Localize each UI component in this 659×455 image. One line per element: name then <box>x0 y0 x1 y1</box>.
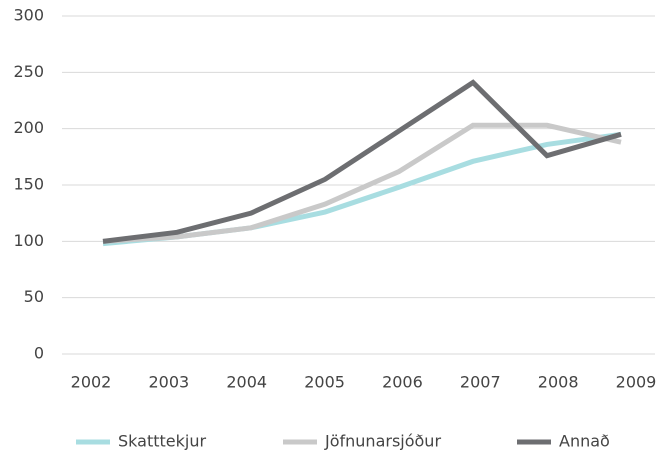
x-tick-label: 2003 <box>148 373 189 392</box>
y-tick-label: 50 <box>24 287 44 306</box>
x-tick-label: 2002 <box>71 373 112 392</box>
x-tick-label: 2004 <box>226 373 267 392</box>
y-tick-label: 0 <box>34 344 44 363</box>
y-tick-label: 100 <box>13 231 44 250</box>
series-line <box>102 79 622 244</box>
x-tick-label: 2007 <box>460 373 501 392</box>
series-line <box>102 122 622 244</box>
x-tick-label: 2009 <box>616 373 657 392</box>
y-tick-label: 250 <box>13 62 44 81</box>
legend-label: Jöfnunarsjóður <box>324 432 441 451</box>
y-tick-label: 150 <box>13 175 44 194</box>
legend-label: Skatttekjur <box>118 432 206 451</box>
y-tick-label: 300 <box>13 6 44 25</box>
x-tick-label: 2005 <box>304 373 345 392</box>
x-tick-label: 2006 <box>382 373 423 392</box>
legend-label: Annað <box>559 432 610 451</box>
y-tick-label: 200 <box>13 118 44 137</box>
x-tick-label: 2008 <box>538 373 579 392</box>
